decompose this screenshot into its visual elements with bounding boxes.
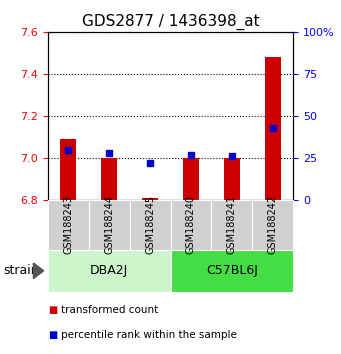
Text: ■: ■: [48, 330, 57, 339]
Bar: [265, 57, 281, 200]
Text: GSM188240: GSM188240: [186, 195, 196, 254]
Text: percentile rank within the sample: percentile rank within the sample: [61, 330, 237, 339]
Text: ■: ■: [48, 305, 57, 315]
Text: strain: strain: [3, 264, 39, 277]
Bar: [183, 158, 199, 200]
Text: DBA2J: DBA2J: [90, 264, 128, 277]
Bar: [60, 139, 76, 200]
Text: transformed count: transformed count: [61, 305, 159, 315]
Text: GSM188242: GSM188242: [268, 195, 278, 255]
Bar: [101, 158, 117, 200]
Text: GSM188245: GSM188245: [145, 195, 155, 255]
Text: GSM188241: GSM188241: [227, 195, 237, 254]
Text: GSM188244: GSM188244: [104, 195, 114, 254]
Bar: [142, 198, 158, 200]
Text: C57BL6J: C57BL6J: [206, 264, 258, 277]
Bar: [224, 158, 240, 200]
Text: GDS2877 / 1436398_at: GDS2877 / 1436398_at: [82, 14, 259, 30]
Text: GSM188243: GSM188243: [63, 195, 73, 254]
Polygon shape: [33, 263, 44, 279]
